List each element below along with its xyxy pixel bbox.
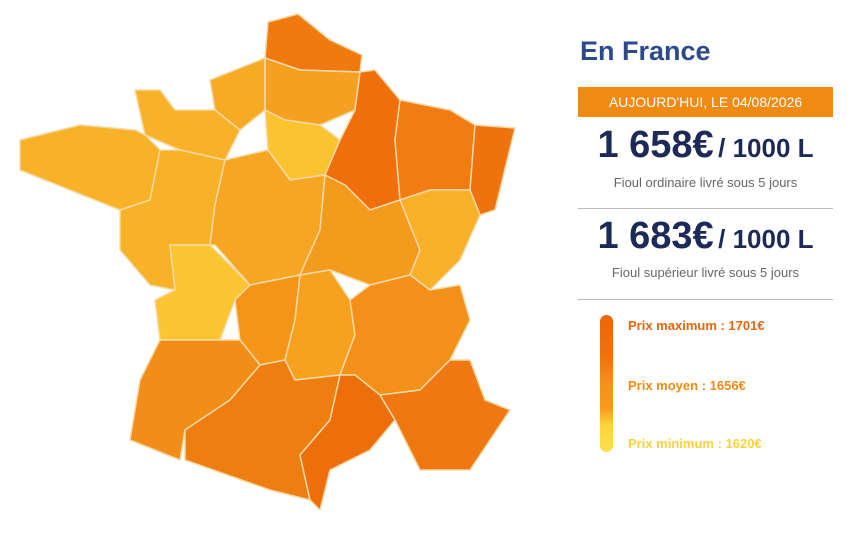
price-unit: / 1000 L [718, 224, 814, 254]
region [209, 57, 266, 131]
price-row: 1 658€ / 1000 L [578, 124, 833, 167]
region [19, 124, 161, 211]
region [379, 359, 511, 471]
price-description: Fioul supérieur livré sous 5 jours [611, 265, 800, 280]
legend-label: Prix minimum : 1620€ [628, 436, 762, 451]
color-scale [600, 315, 613, 452]
france-map [19, 13, 516, 511]
date-badge: AUJOURD'HUI, LE 04/08/2026 [578, 87, 833, 117]
region [134, 89, 241, 161]
price-unit: / 1000 L [718, 133, 814, 163]
divider [578, 299, 833, 300]
region [299, 374, 396, 511]
legend-label: Prix moyen : 1656€ [628, 378, 746, 393]
price-amount: 1 683€ [597, 215, 714, 257]
price-description: Fioul ordinaire livré sous 5 jours [613, 175, 798, 190]
legend-label: Prix maximum : 1701€ [628, 318, 765, 333]
price-amount: 1 658€ [597, 124, 714, 166]
divider [578, 208, 833, 209]
region [399, 189, 481, 291]
region [394, 99, 476, 201]
region [469, 124, 516, 216]
price-row: 1 683€ / 1000 L [578, 215, 833, 258]
title: En France [580, 36, 711, 66]
